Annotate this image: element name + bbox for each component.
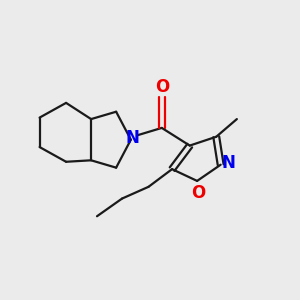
- Text: O: O: [155, 78, 169, 96]
- Text: O: O: [191, 184, 206, 202]
- Text: N: N: [222, 154, 236, 172]
- Text: N: N: [125, 129, 139, 147]
